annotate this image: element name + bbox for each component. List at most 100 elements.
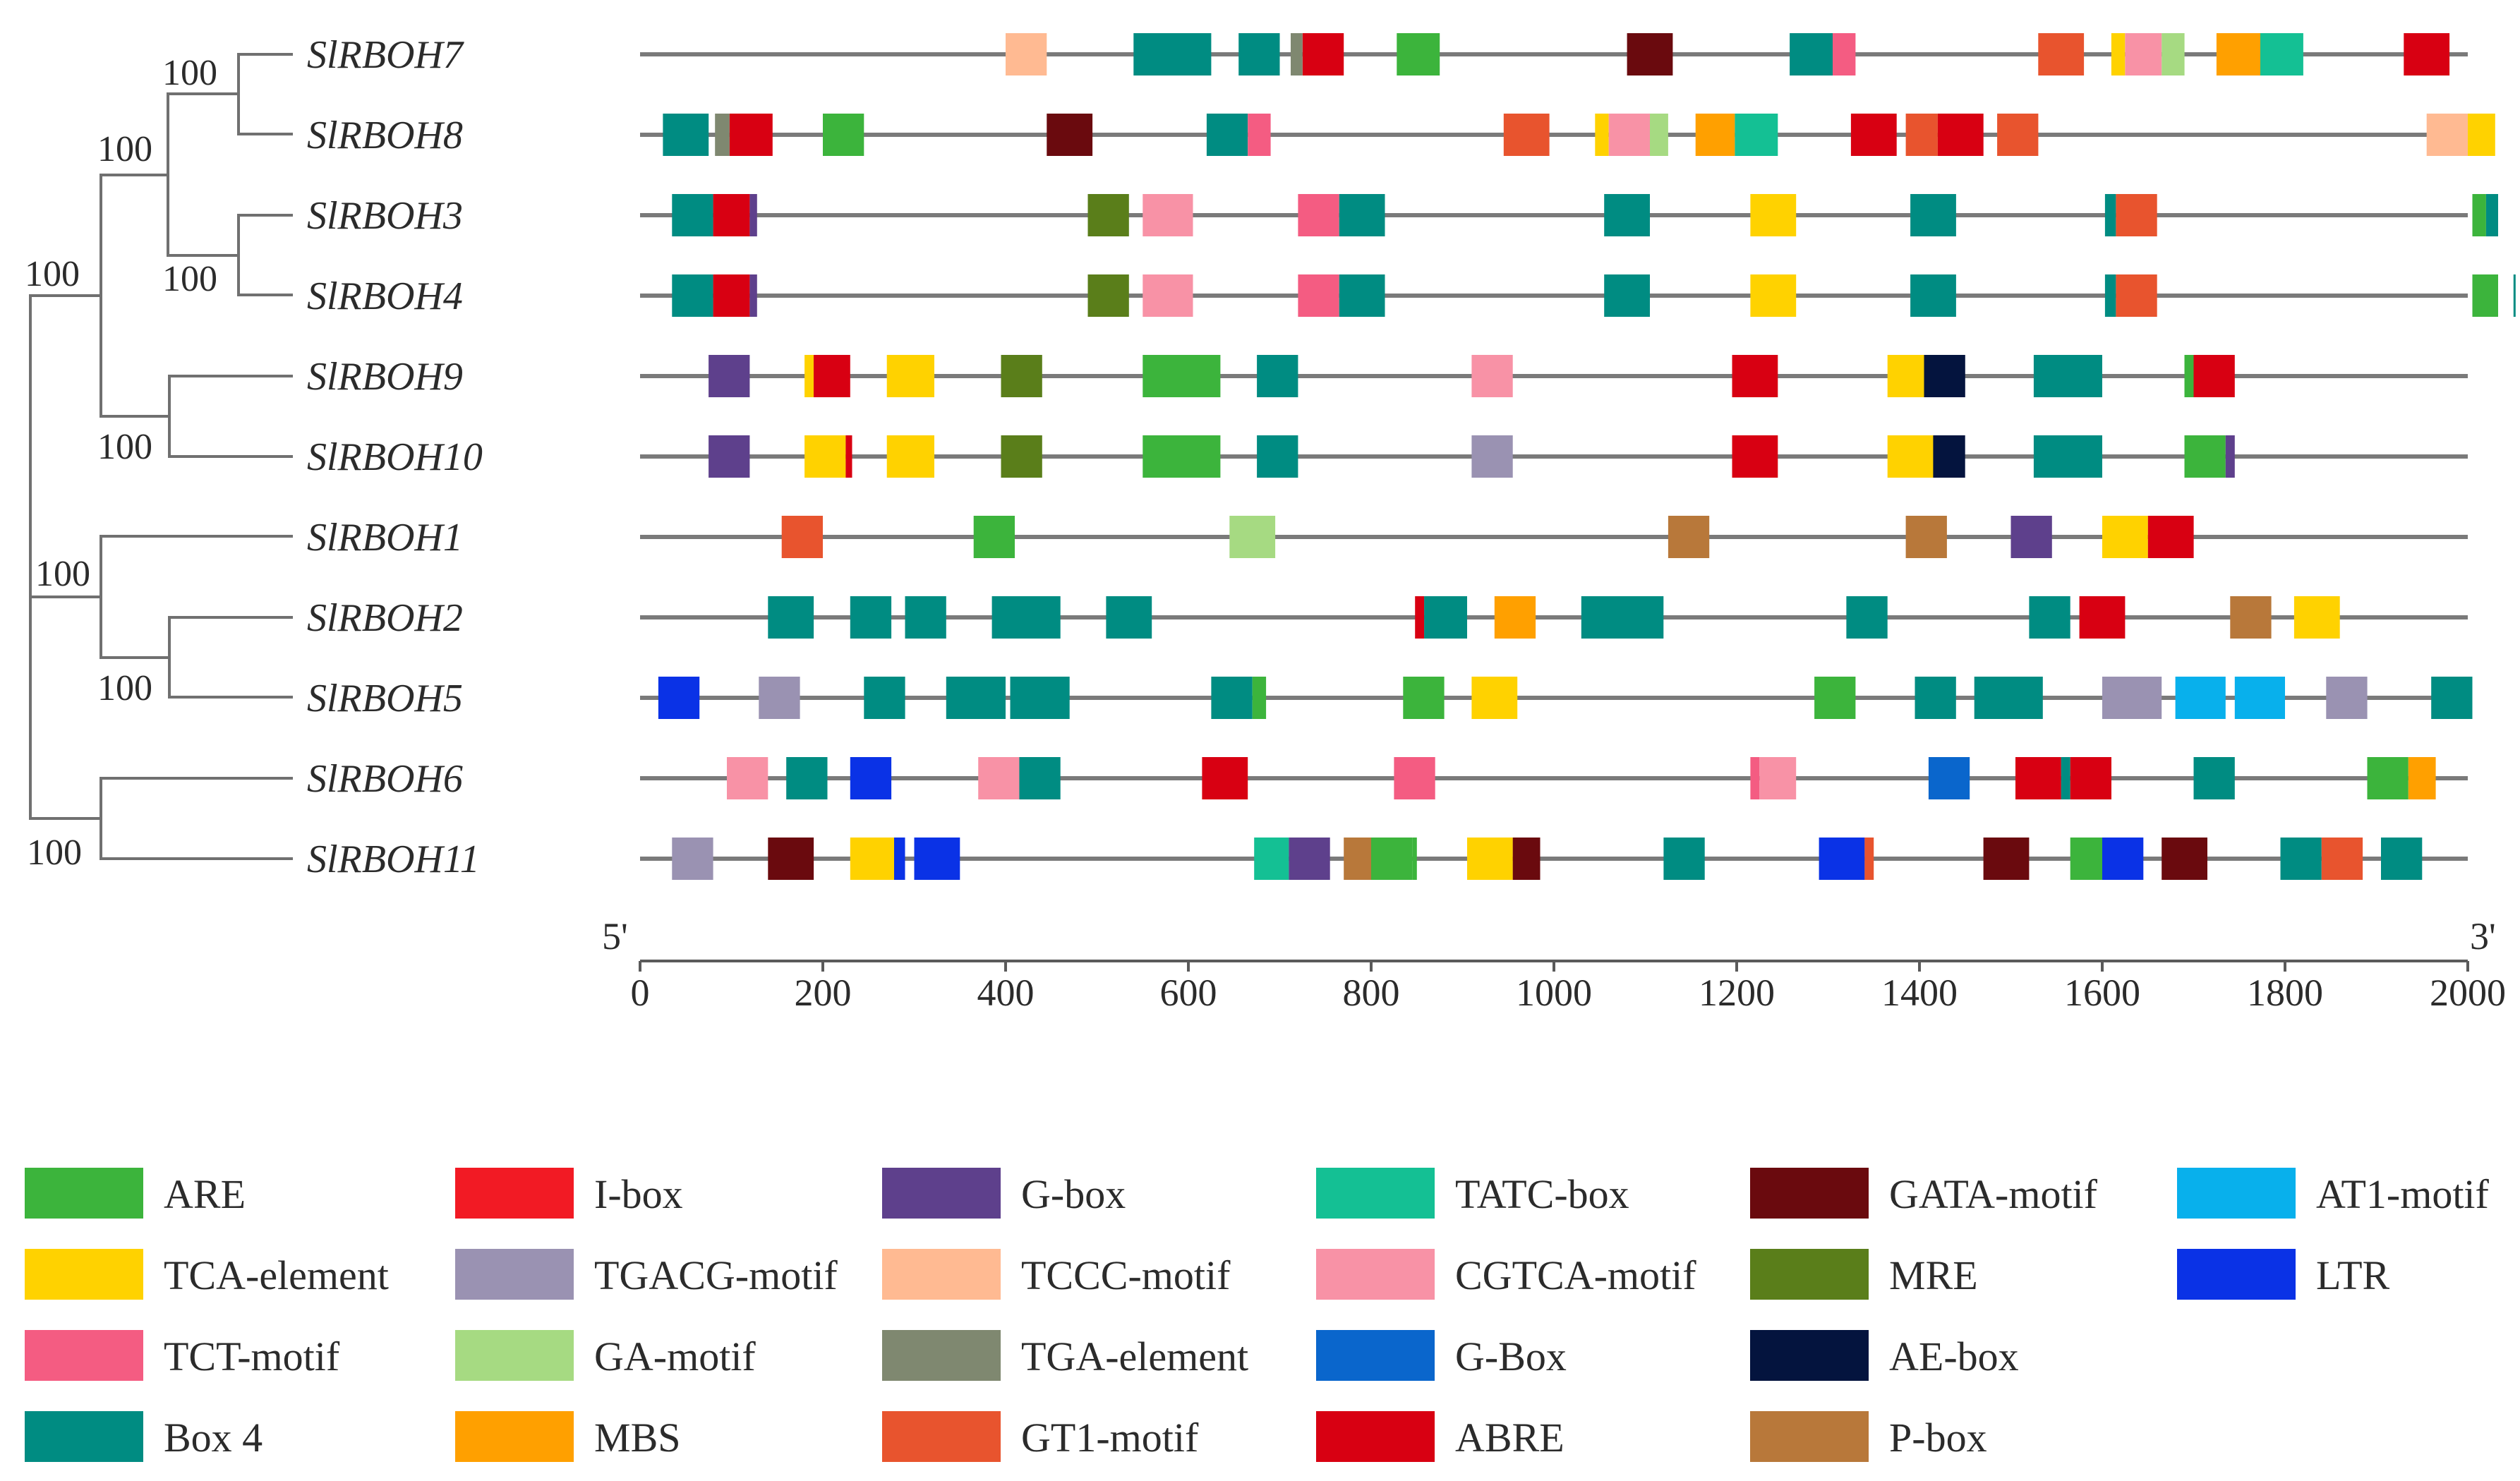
element-ae-box bbox=[1924, 355, 1965, 397]
axis-tick-label: 1400 bbox=[1881, 972, 1958, 1014]
element-box-4 bbox=[672, 274, 713, 317]
legend-label-g-box: G-box bbox=[1021, 1171, 1126, 1217]
legend-label-gata-motif: GATA-motif bbox=[1889, 1171, 2098, 1217]
tree-branch bbox=[237, 53, 293, 135]
legend-swatch-box-4 bbox=[25, 1411, 143, 1462]
bootstrap-value: 100 bbox=[97, 129, 152, 169]
element-are bbox=[2070, 838, 2102, 880]
element-box-4 bbox=[905, 596, 946, 639]
legend-label-gt1-motif: GT1-motif bbox=[1021, 1415, 1199, 1461]
element-box-4 bbox=[850, 596, 892, 639]
element-gata-motif bbox=[1627, 33, 1673, 75]
element-tccc-motif bbox=[1006, 33, 1047, 75]
element-tca-element bbox=[804, 355, 814, 397]
legend-label-are: ARE bbox=[164, 1171, 246, 1217]
element-ae-box bbox=[1933, 435, 1965, 478]
element-box-4 bbox=[1846, 596, 1888, 639]
legend-label-cgtca-motif: CGTCA-motif bbox=[1455, 1252, 1696, 1298]
bootstrap-value: 100 bbox=[27, 833, 82, 873]
legend-swatch-ltr bbox=[2177, 1249, 2296, 1300]
tree-branch bbox=[100, 777, 293, 860]
element-ga-motif bbox=[1229, 516, 1276, 558]
element-box-4 bbox=[2431, 677, 2473, 719]
element-p-box bbox=[1905, 516, 1947, 558]
bootstrap-value: 100 bbox=[162, 259, 217, 299]
element-cgtca-motif bbox=[1759, 757, 1797, 799]
element-g-box bbox=[749, 194, 757, 236]
element-abre bbox=[1732, 355, 1778, 397]
legend-swatch-g-box bbox=[882, 1168, 1001, 1219]
element-gt1-motif bbox=[1864, 838, 1874, 880]
element-box-4 bbox=[2104, 274, 2116, 317]
element-p-box bbox=[1344, 838, 1371, 880]
element-box-4 bbox=[786, 757, 828, 799]
element-gt1-motif bbox=[1905, 114, 1938, 156]
legend-swatch-tct-motif bbox=[25, 1330, 143, 1381]
gene-label: SlRBOH5 bbox=[307, 677, 463, 720]
element-tct-motif bbox=[1298, 194, 1339, 236]
gene-label: SlRBOH2 bbox=[307, 596, 463, 640]
element-abre bbox=[2404, 33, 2450, 75]
axis-5prime-label: 5' bbox=[602, 915, 628, 957]
axis-tick-label: 1800 bbox=[2247, 972, 2323, 1014]
element-ga-motif bbox=[1650, 114, 1668, 156]
element-ltr bbox=[1819, 838, 1865, 880]
element-abre bbox=[845, 435, 852, 478]
gene-label: SlRBOH3 bbox=[307, 194, 463, 238]
legend-label-box-4: Box 4 bbox=[164, 1415, 263, 1461]
element-box-4 bbox=[2033, 355, 2102, 397]
element-tca-element bbox=[1467, 838, 1513, 880]
element-ltr bbox=[658, 677, 700, 719]
axis-tick-label: 1200 bbox=[1699, 972, 1775, 1014]
element-g-box bbox=[1928, 757, 1970, 799]
legend-swatch-tga-element bbox=[882, 1330, 1001, 1381]
element-ga-motif bbox=[2162, 33, 2185, 75]
element-cgtca-motif bbox=[978, 757, 1020, 799]
legend-swatch-tccc-motif bbox=[882, 1249, 1001, 1300]
element-are bbox=[823, 114, 864, 156]
element-box-4 bbox=[1915, 677, 1956, 719]
element-abre bbox=[1415, 596, 1425, 639]
element-are bbox=[2472, 274, 2498, 317]
legend-swatch-p-box bbox=[1750, 1411, 1869, 1462]
element-box-4 bbox=[1339, 194, 1385, 236]
element-abre bbox=[2147, 516, 2194, 558]
element-tca-element bbox=[1887, 355, 1924, 397]
element-g-box bbox=[749, 274, 757, 317]
element-tca-element bbox=[1750, 194, 1797, 236]
element-tca-element bbox=[2111, 33, 2126, 75]
element-tca-element bbox=[2102, 516, 2148, 558]
legend-swatch-tca-element bbox=[25, 1249, 143, 1300]
element-box-4 bbox=[1010, 677, 1070, 719]
element-gt1-motif bbox=[781, 516, 823, 558]
element-tca-element bbox=[2468, 114, 2495, 156]
element-box-4 bbox=[1019, 757, 1061, 799]
element-p-box bbox=[2230, 596, 2272, 639]
element-box-4 bbox=[2061, 757, 2070, 799]
element-mbs bbox=[1695, 114, 1735, 156]
element-tca-element bbox=[1887, 435, 1934, 478]
legend-swatch-mre bbox=[1750, 1249, 1869, 1300]
tree-branch bbox=[29, 294, 101, 820]
element-box-4 bbox=[2029, 596, 2070, 639]
gene-labels: SlRBOH7 SlRBOH8 SlRBOH3 SlRBOH4 SlRBOH9 … bbox=[307, 33, 483, 881]
legend-swatch-ga-motif bbox=[455, 1330, 574, 1381]
element-box-4 bbox=[864, 677, 905, 719]
element-box-4 bbox=[1106, 596, 1152, 639]
element-mbs bbox=[1494, 596, 1536, 639]
legend-swatch-cgtca-motif bbox=[1316, 1249, 1435, 1300]
gene-label: SlRBOH10 bbox=[307, 435, 483, 479]
element-cgtca-motif bbox=[1143, 194, 1193, 236]
element-are bbox=[1252, 677, 1267, 719]
element-ltr bbox=[894, 838, 905, 880]
element-box-4 bbox=[2033, 435, 2102, 478]
legend: ARE TCA-element TCT-motif Box 4 I-box TGACG-m… bbox=[25, 1168, 2490, 1462]
element-box-4 bbox=[2485, 194, 2498, 236]
axis-3prime-label: 3' bbox=[2470, 915, 2496, 957]
element-are bbox=[2367, 757, 2409, 799]
element-p-box bbox=[1668, 516, 1710, 558]
element-box-4 bbox=[946, 677, 1006, 719]
element-box-4 bbox=[1133, 33, 1212, 75]
element-box-4 bbox=[1257, 435, 1298, 478]
element-tga-element bbox=[1291, 33, 1303, 75]
